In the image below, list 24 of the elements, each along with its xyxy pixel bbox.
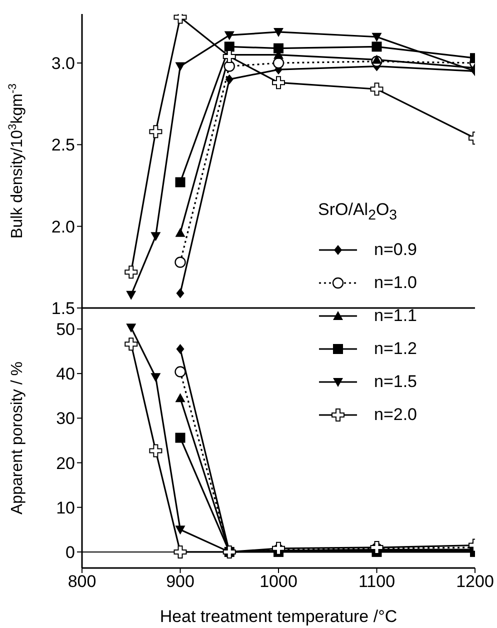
y-axis-title: Apparent porosity / %	[9, 362, 26, 514]
y-tick-label: 3.0	[51, 54, 75, 74]
x-axis-title: Heat treatment temperature /°C	[160, 607, 398, 626]
y-tick-label: 20	[56, 454, 75, 473]
y-tick-label: 10	[56, 498, 75, 518]
legend-label: n=2.0	[374, 404, 418, 425]
legend-label: n=1.2	[374, 338, 418, 359]
x-tick-label: 1000	[260, 572, 298, 592]
legend-label: n=0.9	[374, 240, 418, 260]
legend-title: SrO/Al$_{2}$O$_{3}$	[318, 200, 398, 224]
legend-label: n=1.1	[374, 306, 418, 326]
x-tick-label: 900	[166, 572, 194, 592]
y-tick-label: 30	[56, 409, 75, 428]
x-tick-label: 1100	[358, 572, 396, 592]
y-tick-label: 40	[56, 364, 75, 384]
y-tick-label: 50	[56, 320, 75, 339]
y-tick-label: 2.5	[51, 136, 75, 155]
legend-label: n=1.0	[374, 272, 418, 293]
x-tick-label: 1200	[456, 572, 494, 592]
y-tick-label: 0	[66, 542, 75, 562]
y-tick-label: 2.0	[51, 217, 75, 236]
legend-label: n=1.5	[374, 372, 418, 392]
x-tick-label: 800	[68, 572, 96, 592]
y-tick-label: 1.5	[51, 299, 75, 318]
